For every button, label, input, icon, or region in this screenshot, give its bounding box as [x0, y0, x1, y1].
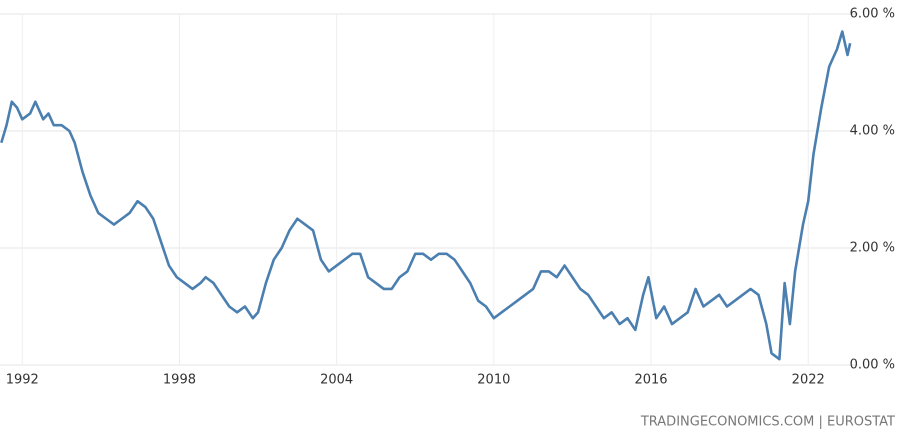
x-tick-label: 1998 — [163, 373, 196, 388]
source: TRADINGECONOMICS.COM | EUROSTAT — [640, 415, 895, 430]
line — [0, 30, 852, 361]
x-tick-label: 2010 — [477, 373, 510, 388]
y-tick-label: 4.00 % — [850, 124, 895, 139]
x-tick-label: 2016 — [634, 373, 667, 388]
y-tick-label: 6.00 % — [850, 7, 895, 22]
x-tick-label: 2022 — [792, 373, 825, 388]
x-tick-label: 1992 — [6, 373, 39, 388]
y-tick-label: 2.00 % — [850, 241, 895, 256]
y-tick-label: 0.00 % — [850, 358, 895, 373]
x-tick-label: 2004 — [320, 373, 353, 388]
